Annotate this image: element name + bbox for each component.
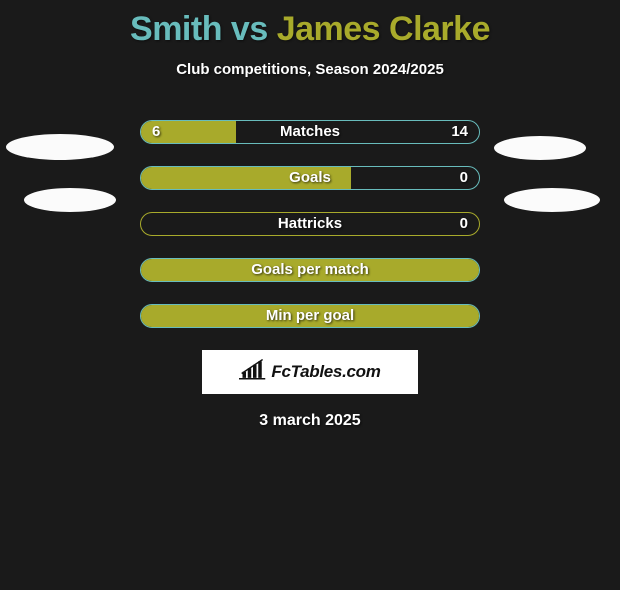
- bar-fill-left: [141, 305, 479, 327]
- subtitle: Club competitions, Season 2024/2025: [0, 61, 620, 78]
- stat-row: Goals0: [0, 166, 620, 190]
- bar-track: [140, 304, 480, 328]
- stat-row: Hattricks0: [0, 212, 620, 236]
- bar-track: [140, 212, 480, 236]
- bar-track: [140, 120, 480, 144]
- page-title: Smith vs James Clarke: [0, 10, 620, 49]
- date-text: 3 march 2025: [0, 412, 620, 430]
- bar-fill-left: [141, 259, 479, 281]
- decorative-ellipse: [24, 188, 116, 212]
- vs-text: vs: [231, 10, 268, 48]
- decorative-ellipse: [504, 188, 600, 212]
- chart-icon: [239, 359, 267, 386]
- stat-row: Goals per match: [0, 258, 620, 282]
- decorative-ellipse: [6, 134, 114, 160]
- stat-row: Min per goal: [0, 304, 620, 328]
- player2-name: James Clarke: [277, 10, 490, 48]
- decorative-ellipse: [494, 136, 586, 160]
- bar-track: [140, 166, 480, 190]
- bar-fill-left: [141, 121, 236, 143]
- bar-track: [140, 258, 480, 282]
- player1-name: Smith: [130, 10, 222, 48]
- logo-text: FcTables.com: [271, 362, 380, 382]
- logo-box: FcTables.com: [202, 350, 418, 394]
- bar-fill-left: [141, 167, 351, 189]
